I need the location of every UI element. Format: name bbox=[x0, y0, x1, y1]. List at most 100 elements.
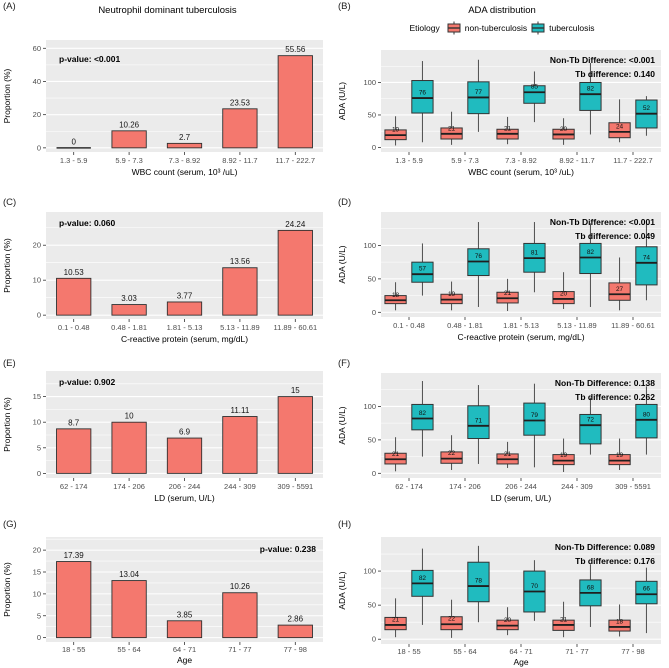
svg-text:66: 66 bbox=[643, 586, 651, 593]
panel-D-label: (D) bbox=[338, 197, 352, 208]
svg-text:0.48 - 1.81: 0.48 - 1.81 bbox=[111, 323, 147, 332]
svg-text:1.81 - 5.13: 1.81 - 5.13 bbox=[503, 321, 539, 330]
bar bbox=[166, 437, 203, 474]
bar-chart-ld-proportion: 0 5 10 15 62 - 174 174 - 206 206 - 244 244 - 30… bbox=[2, 371, 323, 503]
svg-text:77 - 98: 77 - 98 bbox=[284, 645, 307, 654]
svg-text:71 - 77: 71 - 77 bbox=[565, 647, 588, 656]
box bbox=[523, 402, 546, 436]
box-chart-ld-ada: 0 50 100 62 - 174 174 - 206 206 - 244 244 - 30… bbox=[337, 373, 661, 503]
svg-text:244 - 309: 244 - 309 bbox=[224, 482, 256, 491]
svg-text:0: 0 bbox=[37, 633, 41, 642]
bar bbox=[222, 108, 258, 149]
bar bbox=[166, 620, 203, 639]
svg-text:Tb difference: 0.176: Tb difference: 0.176 bbox=[575, 556, 655, 566]
svg-text:100: 100 bbox=[363, 567, 376, 576]
svg-text:20: 20 bbox=[33, 241, 41, 250]
svg-text:13.56: 13.56 bbox=[230, 257, 251, 266]
svg-text:55.56: 55.56 bbox=[285, 45, 306, 54]
svg-text:85: 85 bbox=[531, 84, 539, 91]
box bbox=[411, 403, 434, 431]
panel-H-label: (H) bbox=[338, 519, 352, 530]
bars: 0 10.26 2.7 23.53 55.56 bbox=[56, 45, 313, 149]
box bbox=[579, 242, 602, 275]
svg-text:7.3 - 8.92: 7.3 - 8.92 bbox=[169, 156, 201, 165]
legend-label-non-tuberculosis: non-tuberculosis bbox=[464, 23, 528, 33]
svg-text:WBC count (serum, 10³ /uL): WBC count (serum, 10³ /uL) bbox=[132, 167, 238, 177]
panel-A-label: (A) bbox=[3, 1, 16, 12]
svg-text:10: 10 bbox=[33, 276, 41, 285]
svg-text:15: 15 bbox=[33, 568, 41, 577]
bar bbox=[111, 304, 147, 316]
bar bbox=[277, 624, 313, 639]
bar bbox=[56, 277, 92, 316]
svg-text:18: 18 bbox=[616, 618, 624, 625]
svg-text:11.11: 11.11 bbox=[230, 406, 249, 415]
svg-text:0: 0 bbox=[37, 469, 41, 478]
svg-text:Tb difference: 0.049: Tb difference: 0.049 bbox=[575, 231, 655, 241]
svg-text:10.26: 10.26 bbox=[230, 582, 251, 591]
svg-text:p-value: 0.238: p-value: 0.238 bbox=[260, 544, 316, 554]
svg-text:5.9 - 7.3: 5.9 - 7.3 bbox=[115, 156, 143, 165]
svg-text:206 - 244: 206 - 244 bbox=[169, 482, 201, 491]
box-chart-wbc-ada: 0 50 100 1.3 - 5.9 5.9 - 7.3 7.3 - 8.92 8.92 -… bbox=[337, 50, 661, 177]
svg-text:Tb difference: 0.262: Tb difference: 0.262 bbox=[575, 392, 655, 402]
svg-text:2.86: 2.86 bbox=[288, 615, 304, 624]
bar bbox=[166, 301, 203, 316]
box bbox=[440, 451, 463, 464]
plot-area: 0 50 100 0.1 - 0.48 0.48 - 1.81 1.81 - 5.13 5.… bbox=[337, 212, 661, 342]
box-series-non-tuberculosis: 21 22 20 21 18 bbox=[384, 598, 631, 638]
svg-text:77: 77 bbox=[475, 89, 483, 96]
svg-text:77 - 98: 77 - 98 bbox=[621, 647, 644, 656]
svg-text:21: 21 bbox=[504, 451, 512, 458]
svg-text:0: 0 bbox=[37, 311, 41, 320]
svg-text:68: 68 bbox=[587, 584, 595, 591]
bar bbox=[111, 130, 147, 149]
svg-text:3.77: 3.77 bbox=[177, 291, 193, 300]
svg-text:19: 19 bbox=[448, 291, 456, 298]
box-series-tuberculosis: 82 78 70 68 66 bbox=[411, 545, 658, 634]
svg-text:5: 5 bbox=[37, 611, 41, 620]
svg-text:71: 71 bbox=[475, 417, 483, 424]
svg-text:21: 21 bbox=[504, 125, 512, 132]
svg-text:309 - 5591: 309 - 5591 bbox=[615, 482, 651, 491]
svg-text:C-reactive protein (serum, mg/: C-reactive protein (serum, mg/dL) bbox=[121, 334, 248, 344]
svg-text:13.04: 13.04 bbox=[119, 570, 140, 579]
svg-text:p-value: <0.001: p-value: <0.001 bbox=[59, 54, 120, 64]
panel-A: (A) Neutrophil dominant tuberculosis 0 20… bbox=[0, 0, 335, 196]
svg-text:11.89 - 60.61: 11.89 - 60.61 bbox=[273, 323, 317, 332]
plot-area: 0 50 100 18 - 55 55 - 64 64 - 71 71 - 77 77 - 9… bbox=[337, 537, 661, 667]
box bbox=[608, 122, 631, 139]
svg-text:174 - 206: 174 - 206 bbox=[113, 482, 145, 491]
svg-text:ADA (U/L): ADA (U/L) bbox=[337, 571, 347, 609]
svg-text:3.85: 3.85 bbox=[177, 610, 193, 619]
bars: 8.7 10 6.9 11.11 15 bbox=[56, 386, 313, 474]
plot-area: 0 50 100 62 - 174 174 - 206 206 - 244 244 - 30… bbox=[337, 373, 661, 503]
svg-text:ADA (U/L): ADA (U/L) bbox=[337, 245, 347, 283]
svg-text:18 - 55: 18 - 55 bbox=[62, 645, 85, 654]
panel-G: (G) 0 5 10 15 20 18 - 55 55 - 64 64 - 71 71 - 77… bbox=[0, 518, 335, 668]
plot-area: 0 5 10 15 62 - 174 174 - 206 206 - 244 244 - 30… bbox=[2, 371, 323, 503]
svg-text:0: 0 bbox=[372, 469, 376, 478]
bar bbox=[222, 267, 258, 316]
svg-text:C-reactive protein (serum, mg/: C-reactive protein (serum, mg/dL) bbox=[457, 332, 584, 342]
svg-text:Proportion (%): Proportion (%) bbox=[2, 562, 12, 617]
svg-text:71 - 77: 71 - 77 bbox=[228, 645, 251, 654]
svg-text:1.81 - 5.13: 1.81 - 5.13 bbox=[167, 323, 203, 332]
svg-text:64 - 71: 64 - 71 bbox=[173, 645, 196, 654]
svg-text:Age: Age bbox=[513, 657, 528, 667]
boxplot-key-tuberculosis-icon bbox=[531, 21, 545, 35]
panel-H: (H) 0 50 100 18 - 55 55 - 64 64 - 71 71 - 77 77… bbox=[335, 518, 669, 668]
box bbox=[523, 85, 546, 104]
svg-text:ADA (U/L): ADA (U/L) bbox=[337, 82, 347, 120]
bar bbox=[111, 421, 147, 474]
box bbox=[384, 616, 407, 631]
svg-text:19: 19 bbox=[616, 452, 624, 459]
box bbox=[635, 580, 658, 605]
bars: 17.39 13.04 3.85 10.26 2.86 bbox=[56, 551, 313, 639]
bar bbox=[56, 428, 92, 474]
panel-C-label: (C) bbox=[3, 197, 17, 208]
svg-text:23.53: 23.53 bbox=[230, 98, 251, 107]
svg-text:76: 76 bbox=[419, 90, 427, 97]
svg-text:21: 21 bbox=[504, 290, 512, 297]
svg-text:18: 18 bbox=[392, 292, 400, 299]
